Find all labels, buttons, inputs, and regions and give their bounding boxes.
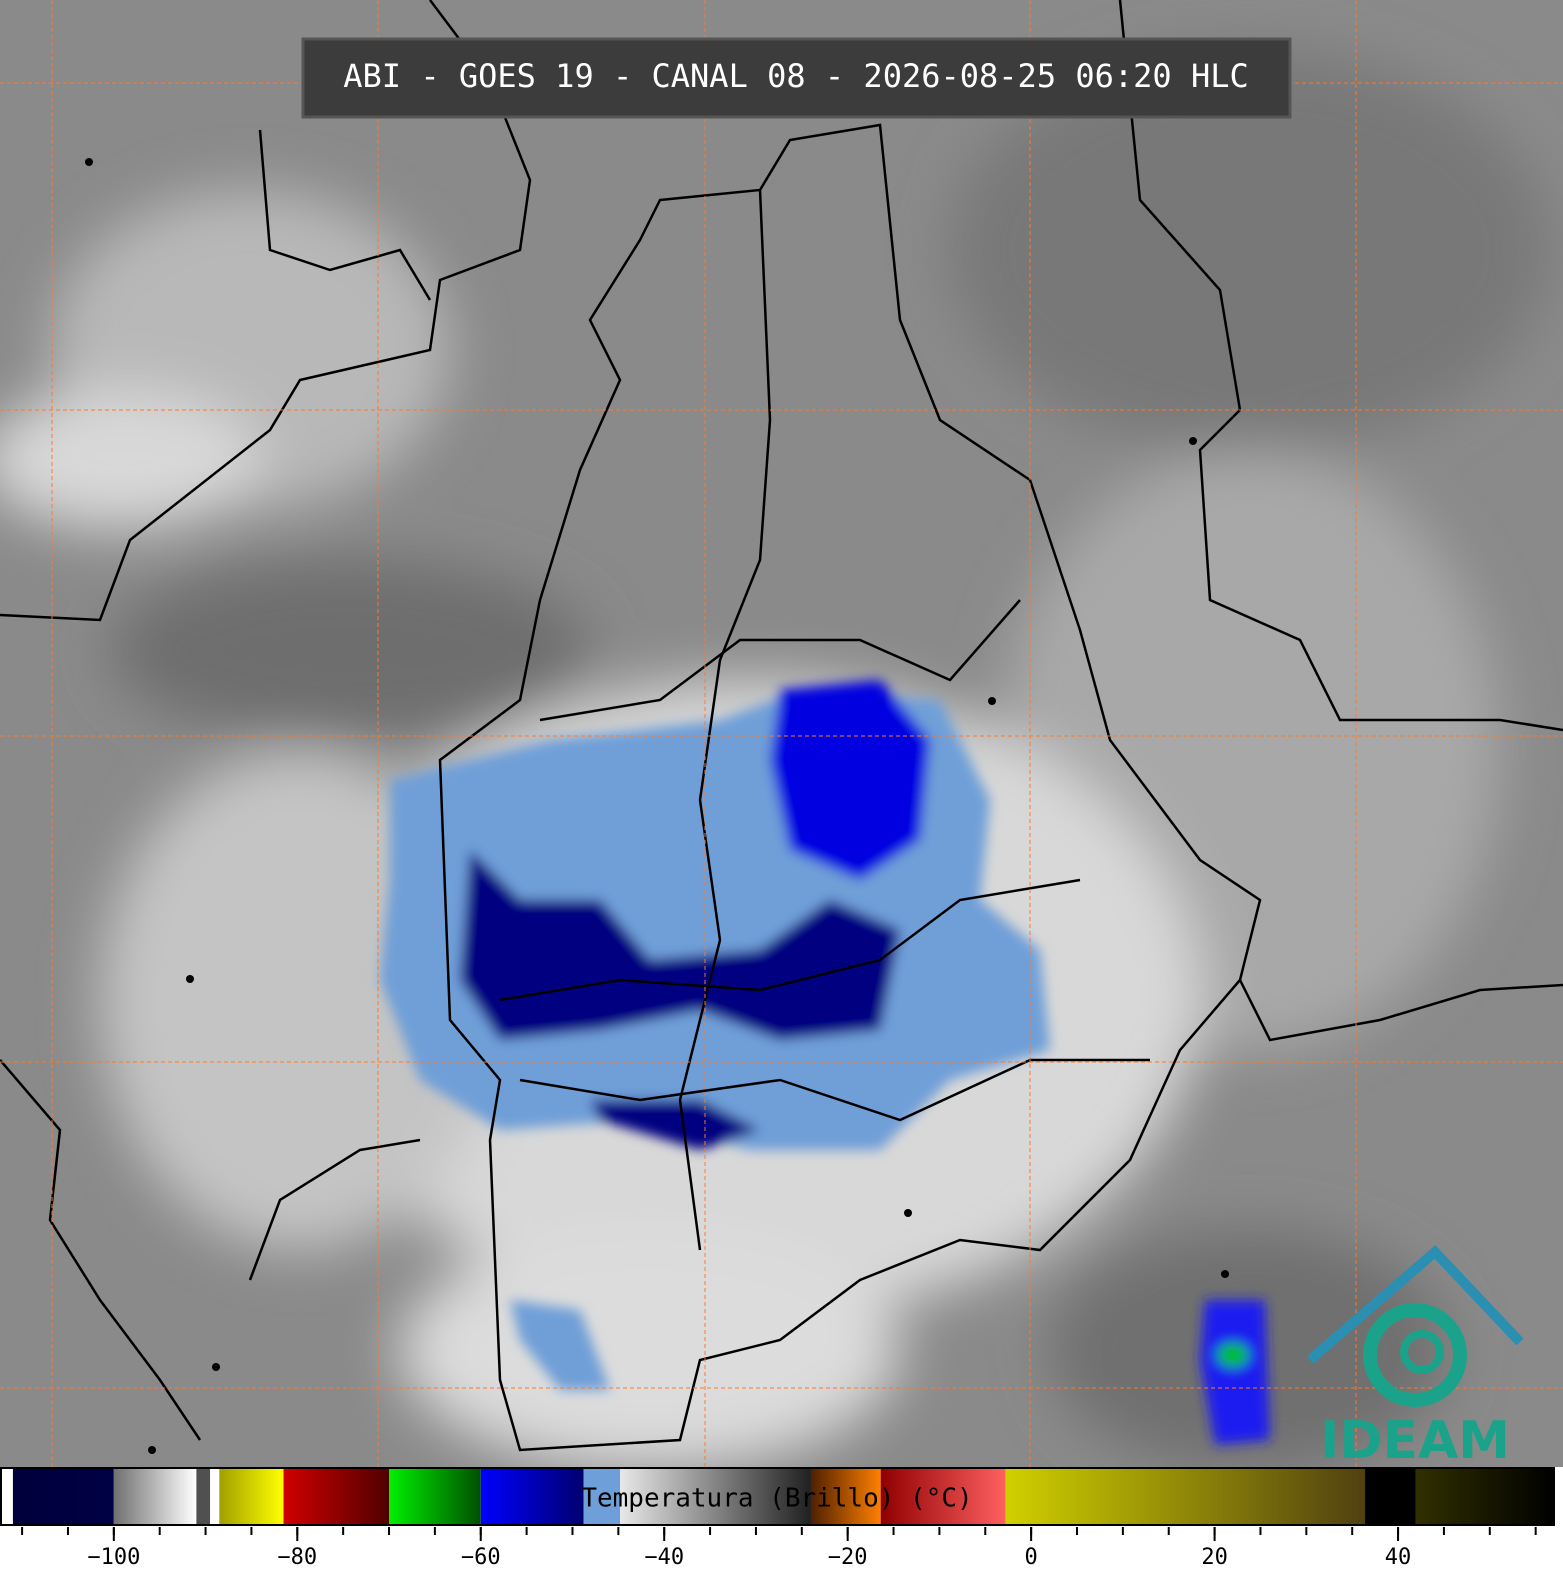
tick-label: 40 bbox=[1385, 1545, 1412, 1570]
map: IDEAM ABI - GOES 19 - CANAL 08 - 2026-08… bbox=[0, 0, 1563, 1471]
colorbar-segment bbox=[283, 1468, 390, 1525]
colorbar-segment bbox=[1415, 1468, 1554, 1525]
colorbar-segment bbox=[113, 1468, 197, 1525]
title-box bbox=[301, 37, 1292, 119]
ideam-logo: IDEAM bbox=[1306, 1245, 1524, 1471]
colorbar-segment bbox=[620, 1468, 811, 1525]
colorbar-segment bbox=[389, 1468, 481, 1525]
tick-label: −60 bbox=[461, 1545, 501, 1570]
tick-label: −80 bbox=[277, 1545, 317, 1570]
colorbar-segment bbox=[12, 1468, 114, 1525]
tick-label: −40 bbox=[644, 1545, 684, 1570]
colorbar-segment bbox=[196, 1468, 211, 1525]
colorbar-segment bbox=[583, 1468, 621, 1525]
tick-label: −20 bbox=[828, 1545, 868, 1570]
colorbar-segment bbox=[880, 1468, 1006, 1525]
colorbar-frame bbox=[0, 1467, 1555, 1526]
cities bbox=[85, 158, 1229, 1454]
tick-label: 0 bbox=[1025, 1545, 1038, 1570]
title: ABI - GOES 19 - CANAL 08 - 2026-08-25 06… bbox=[343, 57, 1248, 95]
colorbar-segment bbox=[1005, 1468, 1366, 1525]
tick-label: 20 bbox=[1201, 1545, 1228, 1570]
colorbar-label: Temperatura (Brillo) (°C) bbox=[581, 1484, 972, 1514]
colorbar-segment bbox=[480, 1468, 584, 1525]
colorbar-segment bbox=[810, 1468, 881, 1525]
colorbar bbox=[1, 1468, 1554, 1525]
borders bbox=[0, 0, 1563, 1452]
graticule bbox=[0, 0, 1563, 1467]
tick-label: −100 bbox=[87, 1545, 140, 1570]
cold-cloud-tops bbox=[380, 680, 1270, 1445]
logo-text: IDEAM bbox=[1320, 1411, 1510, 1471]
colorbar-segment bbox=[219, 1468, 284, 1525]
colorbar-segment bbox=[1365, 1468, 1416, 1525]
colorbar-segment bbox=[210, 1468, 220, 1525]
colorbar-segment bbox=[1, 1468, 13, 1525]
